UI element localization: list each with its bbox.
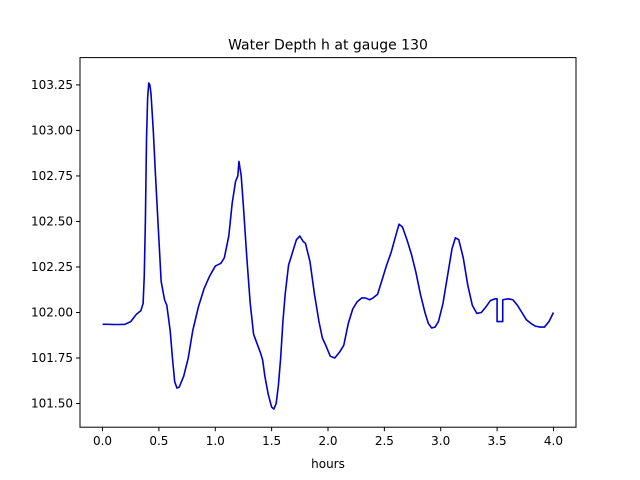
x-tick-label: 1.5 bbox=[262, 434, 281, 448]
y-tick-label: 103.00 bbox=[31, 123, 73, 137]
x-tick-label: 0.5 bbox=[149, 434, 168, 448]
series-group bbox=[102, 82, 555, 410]
series-line bbox=[102, 82, 555, 410]
y-tick-label: 101.75 bbox=[31, 351, 73, 365]
chart-title: Water Depth h at gauge 130 bbox=[228, 38, 428, 54]
x-tick-label: 3.5 bbox=[488, 434, 507, 448]
y-tick-label: 102.25 bbox=[31, 260, 73, 274]
y-tick-label: 102.75 bbox=[31, 169, 73, 183]
y-tick-label: 102.00 bbox=[31, 305, 73, 319]
y-tick-label: 103.25 bbox=[31, 78, 73, 92]
x-axis-label: hours bbox=[311, 457, 345, 471]
x-axis: 0.0 0.5 1.0 1.5 2.0 2.5 3.0 3.5 4.0 bbox=[93, 427, 563, 448]
x-tick-label: 3.0 bbox=[431, 434, 450, 448]
y-axis: 101.50 101.75 102.00 102.25 102.50 102.75 103.… bbox=[31, 78, 80, 411]
x-tick-label: 2.5 bbox=[375, 434, 394, 448]
x-tick-label: 0.0 bbox=[93, 434, 112, 448]
y-tick-label: 102.50 bbox=[31, 214, 73, 228]
x-tick-label: 2.0 bbox=[318, 434, 337, 448]
x-tick-label: 1.0 bbox=[206, 434, 225, 448]
x-tick-label: 4.0 bbox=[544, 434, 563, 448]
y-tick-label: 101.50 bbox=[31, 397, 73, 411]
axes-frame bbox=[79, 57, 577, 428]
plot-area: 0.0 0.5 1.0 1.5 2.0 2.5 3.0 3.5 4.0 101.50 101.75… bbox=[31, 57, 577, 448]
